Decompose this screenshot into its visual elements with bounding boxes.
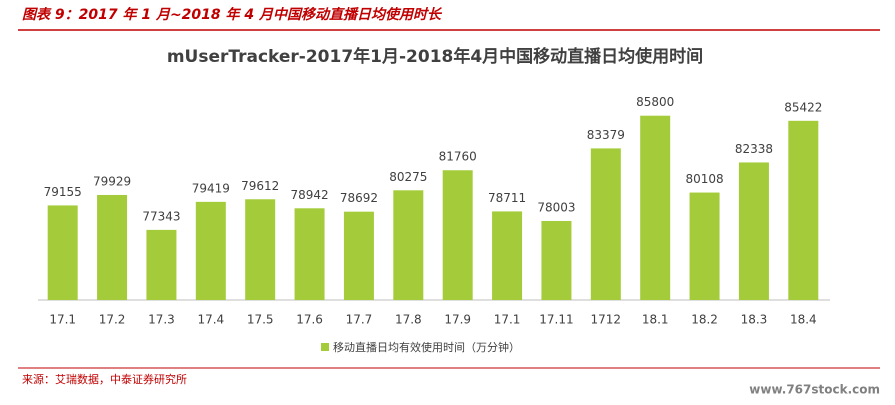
bar [47, 205, 78, 300]
bar [492, 211, 523, 300]
x-tick-label: 17.3 [148, 313, 175, 327]
x-tick-label: 18.4 [790, 313, 817, 327]
chart-title: mUserTracker-2017年1月-2018年4月中国移动直播日均使用时间 [167, 46, 703, 67]
watermark: www.767stock.com [749, 383, 880, 397]
bar [541, 220, 572, 300]
x-tick-label: 18.1 [642, 313, 669, 327]
bar [590, 148, 621, 300]
data-label: 78003 [537, 200, 575, 214]
x-tick-label: 17.9 [444, 313, 471, 327]
x-tick-label: 18.3 [741, 313, 768, 327]
x-tick-label: 17.11 [539, 313, 573, 327]
x-tick-label: 17.2 [99, 313, 126, 327]
bar [146, 229, 177, 300]
x-tick-label: 17.1 [494, 313, 521, 327]
bar [738, 162, 769, 300]
data-label: 77343 [142, 209, 180, 223]
bar [195, 201, 226, 300]
header: 图表 9：2017 年 1 月~2018 年 4 月中国移动直播日均使用时长 [22, 6, 443, 23]
bar [245, 199, 276, 300]
x-tick-label: 17.8 [395, 313, 422, 327]
bar [343, 211, 374, 300]
data-label: 81760 [439, 150, 477, 164]
data-label: 79929 [93, 174, 131, 188]
bar [689, 192, 720, 300]
x-tick-label: 17.5 [247, 313, 274, 327]
bar [442, 170, 473, 300]
legend-label: 移动直播日均有效使用时间（万分钟） [333, 340, 520, 354]
x-tick-label: 17.1 [49, 313, 76, 327]
data-label: 80108 [685, 172, 723, 186]
data-label: 85800 [636, 95, 674, 109]
legend-swatch [321, 343, 329, 351]
data-label: 78692 [340, 191, 378, 205]
bar [294, 208, 325, 300]
bar [393, 190, 424, 300]
bar [788, 120, 819, 300]
x-tick-label: 18.2 [691, 313, 718, 327]
x-tick-label: 1712 [591, 313, 622, 327]
data-label: 79419 [192, 181, 230, 195]
x-tick-label: 17.4 [197, 313, 224, 327]
data-label: 78711 [488, 191, 526, 205]
data-label: 79612 [241, 179, 279, 193]
data-label: 79155 [44, 185, 82, 199]
x-tick-label: 17.6 [296, 313, 323, 327]
source: 来源：艾瑞数据，中泰证券研究所 [22, 372, 187, 386]
data-label: 83379 [587, 128, 625, 142]
data-label: 82338 [735, 142, 773, 156]
bar [640, 115, 671, 301]
bar [97, 194, 128, 300]
x-tick-label: 17.7 [346, 313, 373, 327]
data-label: 80275 [389, 170, 427, 184]
data-label: 78942 [290, 188, 328, 202]
data-label: 85422 [784, 100, 822, 114]
